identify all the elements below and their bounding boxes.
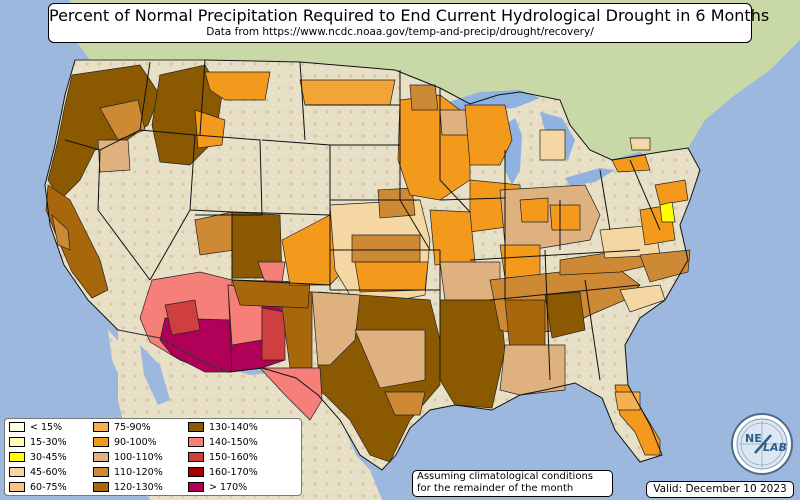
legend-label: 120-130% [114,482,163,493]
map-title: Percent of Normal Precipitation Required… [49,6,770,25]
legend-label: 60-75% [30,482,67,493]
country-borders [75,59,229,373]
legend-label: 75-90% [114,422,151,433]
legend-label: 15-30% [30,437,67,448]
drought-regions [45,64,691,463]
assumption-note-line-2: for the remainder of the month [417,483,574,494]
legend-label: 100-110% [114,452,163,463]
title-box: Percent of Normal Precipitation Required… [48,3,770,43]
legend-item: 130-140% [188,421,258,434]
legend-item: 75-90% [93,421,151,434]
legend-swatch [93,436,109,447]
legend-swatch [93,466,109,477]
legend-item: 15-30% [9,436,67,449]
legend-label: < 15% [30,422,63,433]
legend-label: 150-160% [209,452,258,463]
legend-swatch [9,436,25,447]
legend-item: 150-160% [188,451,258,464]
legend-label: 110-120% [114,467,163,478]
legend-item: 90-100% [93,436,157,449]
legend-item: 140-150% [188,436,258,449]
legend-label: > 170% [209,482,248,493]
legend-swatch [9,466,25,477]
legend-swatch [188,436,204,447]
legend-swatch [9,451,25,462]
legend-item: 60-75% [9,481,67,494]
legend-item: < 15% [9,421,62,434]
legend-swatch [9,481,25,492]
legend-label: 140-150% [209,437,258,448]
legend-swatch [188,421,204,432]
legend-label: 30-45% [30,452,67,463]
map-subtitle: Data from https://www.ncdc.noaa.gov/temp… [206,26,594,38]
legend-label: 90-100% [114,437,157,448]
legend-swatch [188,451,204,462]
legend-swatch [93,481,109,492]
legend-swatch [188,466,204,477]
valid-date: Valid: December 10 2023 [646,481,794,498]
legend-item: > 170% [188,481,247,494]
legend-swatch [188,481,204,492]
legend-label: 130-140% [209,422,258,433]
legend-item: 100-110% [93,451,163,464]
legend-swatch [9,421,25,432]
legend-item: 30-45% [9,451,67,464]
svg-text:LAB: LAB [763,441,787,454]
legend: < 15% 15-30% 30-45% 45-60% 60-75% 75-90% 90-10… [4,418,302,496]
nexlab-logo: NE LAB [731,413,793,475]
gulf-of-california [140,345,170,405]
legend-swatch [93,421,109,432]
legend-swatch [93,451,109,462]
assumption-note: Assuming climatological conditions for t… [412,470,613,497]
legend-label: 160-170% [209,467,258,478]
lake-erie [565,168,615,186]
legend-item: 160-170% [188,466,258,479]
svg-text:NE: NE [745,432,762,445]
legend-item: 120-130% [93,481,163,494]
legend-item: 45-60% [9,466,67,479]
baja-peninsula [108,330,152,425]
legend-item: 110-120% [93,466,163,479]
legend-label: 45-60% [30,467,67,478]
assumption-note-line-1: Assuming climatological conditions [417,471,593,482]
